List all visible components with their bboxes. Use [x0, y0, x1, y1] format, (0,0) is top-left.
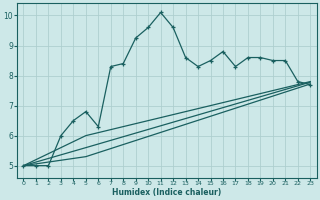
X-axis label: Humidex (Indice chaleur): Humidex (Indice chaleur)	[112, 188, 221, 197]
